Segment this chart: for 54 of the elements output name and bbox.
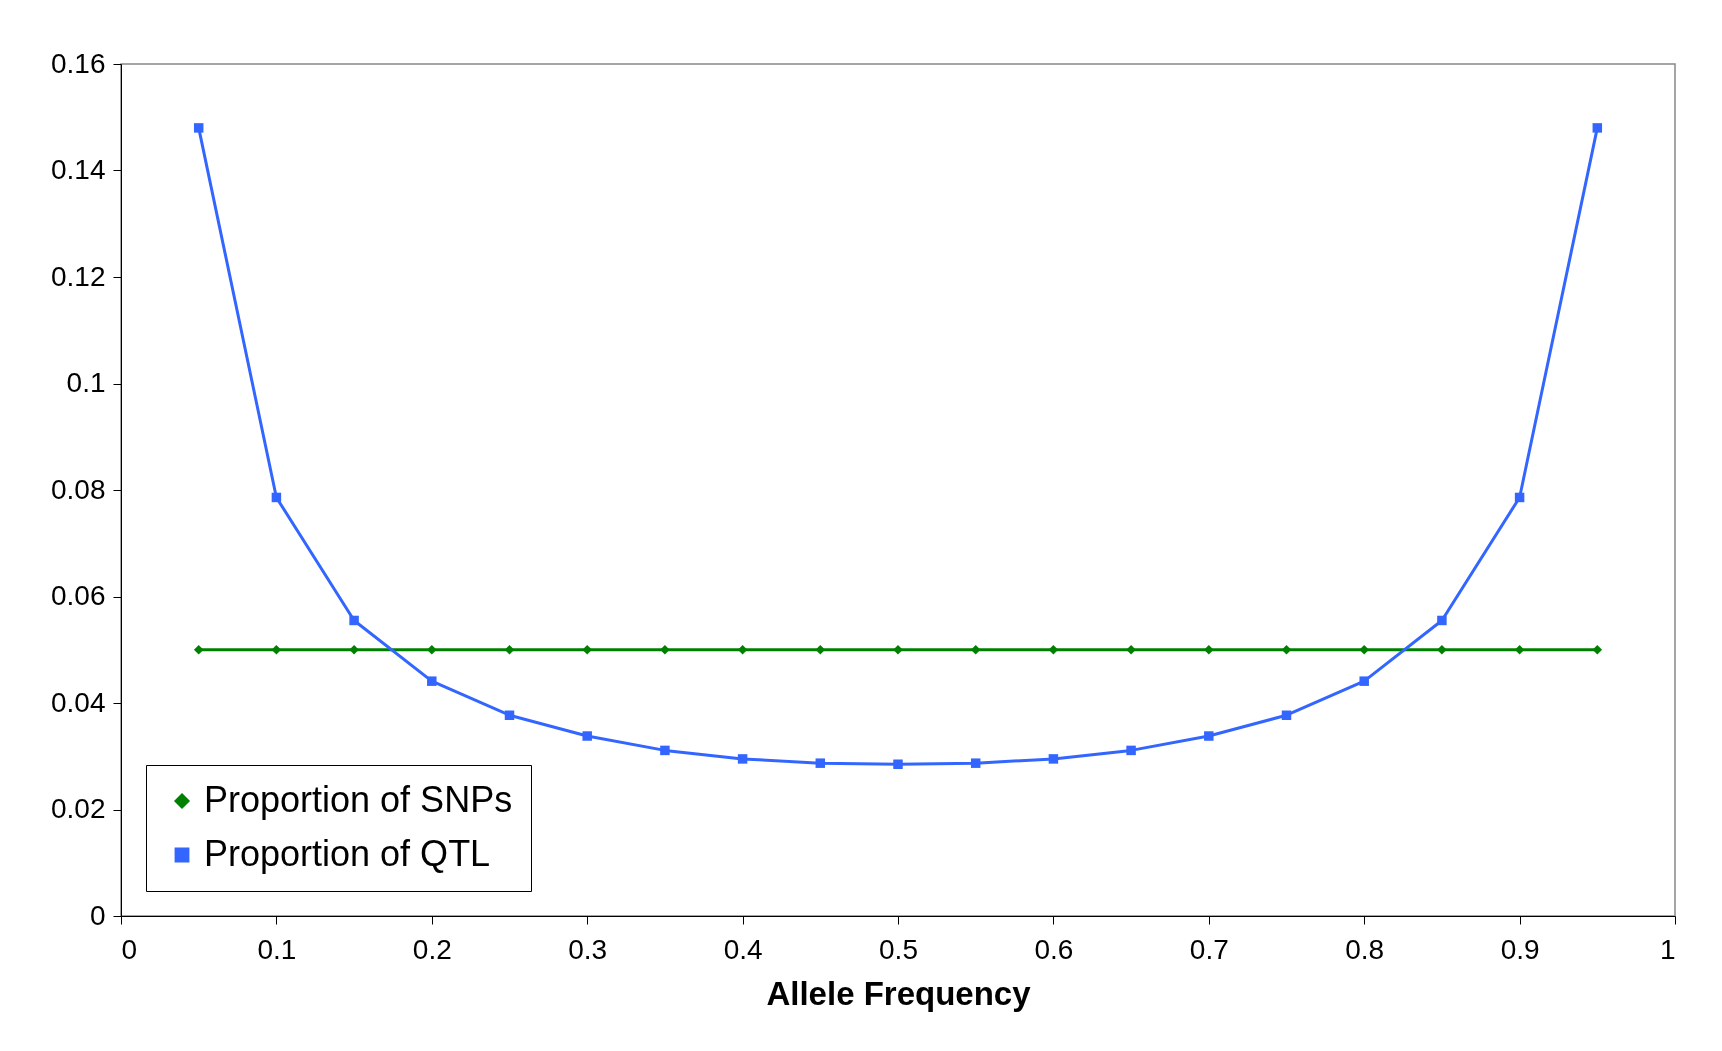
point <box>193 645 204 655</box>
x-tick-label: 0.8 <box>1345 933 1385 965</box>
point <box>427 645 437 655</box>
point <box>582 731 592 741</box>
point <box>271 492 282 503</box>
x-tick-label: 0.1 <box>257 933 297 965</box>
x-tick-label: 0.6 <box>1034 933 1074 965</box>
point <box>1437 615 1447 626</box>
x-tick-label: 0.9 <box>1500 933 1540 965</box>
x-tick-label: 0.2 <box>412 933 452 965</box>
point <box>737 754 748 764</box>
point <box>970 758 981 768</box>
y-tick-label: 0.08 <box>51 473 106 505</box>
point <box>1592 123 1603 133</box>
point <box>427 676 437 686</box>
point <box>1126 645 1136 655</box>
point <box>349 615 359 626</box>
x-axis-title: Allele Frequency <box>766 974 1032 1012</box>
point <box>1359 676 1369 686</box>
point <box>193 123 204 133</box>
point <box>1359 645 1369 655</box>
point <box>1514 492 1525 503</box>
legend-label: Proportion of SNPs <box>204 779 513 820</box>
point <box>1281 645 1292 655</box>
y-tick-label: 0 <box>89 899 106 931</box>
y-tick-label: 0.02 <box>51 793 106 824</box>
y-tick-label: 0.04 <box>51 686 106 718</box>
y-tick-label: 0.16 <box>51 47 106 79</box>
y-tick-label: 0.14 <box>51 154 106 185</box>
point <box>349 645 359 655</box>
point <box>1204 731 1214 741</box>
y-tick-label: 0.06 <box>51 580 106 611</box>
point <box>1126 745 1136 756</box>
point <box>1437 645 1447 655</box>
point <box>582 645 592 655</box>
point <box>893 759 903 769</box>
point <box>1592 645 1603 655</box>
point <box>815 758 826 768</box>
point <box>660 745 670 756</box>
legend-label: Proportion of QTL <box>204 833 491 874</box>
x-tick-label: 0.5 <box>879 933 918 965</box>
x-tick-label: 0.3 <box>568 933 608 965</box>
point <box>1048 754 1059 764</box>
point <box>504 710 515 720</box>
y-tick-label: 0.1 <box>66 367 106 398</box>
point <box>1204 645 1214 655</box>
y-tick-label: 0.12 <box>51 260 106 292</box>
x-tick-label: 1 <box>1659 933 1676 965</box>
x-tick-label: 0.7 <box>1189 933 1229 965</box>
x-tick-label: 0 <box>121 933 138 965</box>
point <box>504 645 515 655</box>
point <box>1281 710 1292 720</box>
x-tick-label: 0.4 <box>723 933 763 965</box>
point <box>660 645 670 655</box>
